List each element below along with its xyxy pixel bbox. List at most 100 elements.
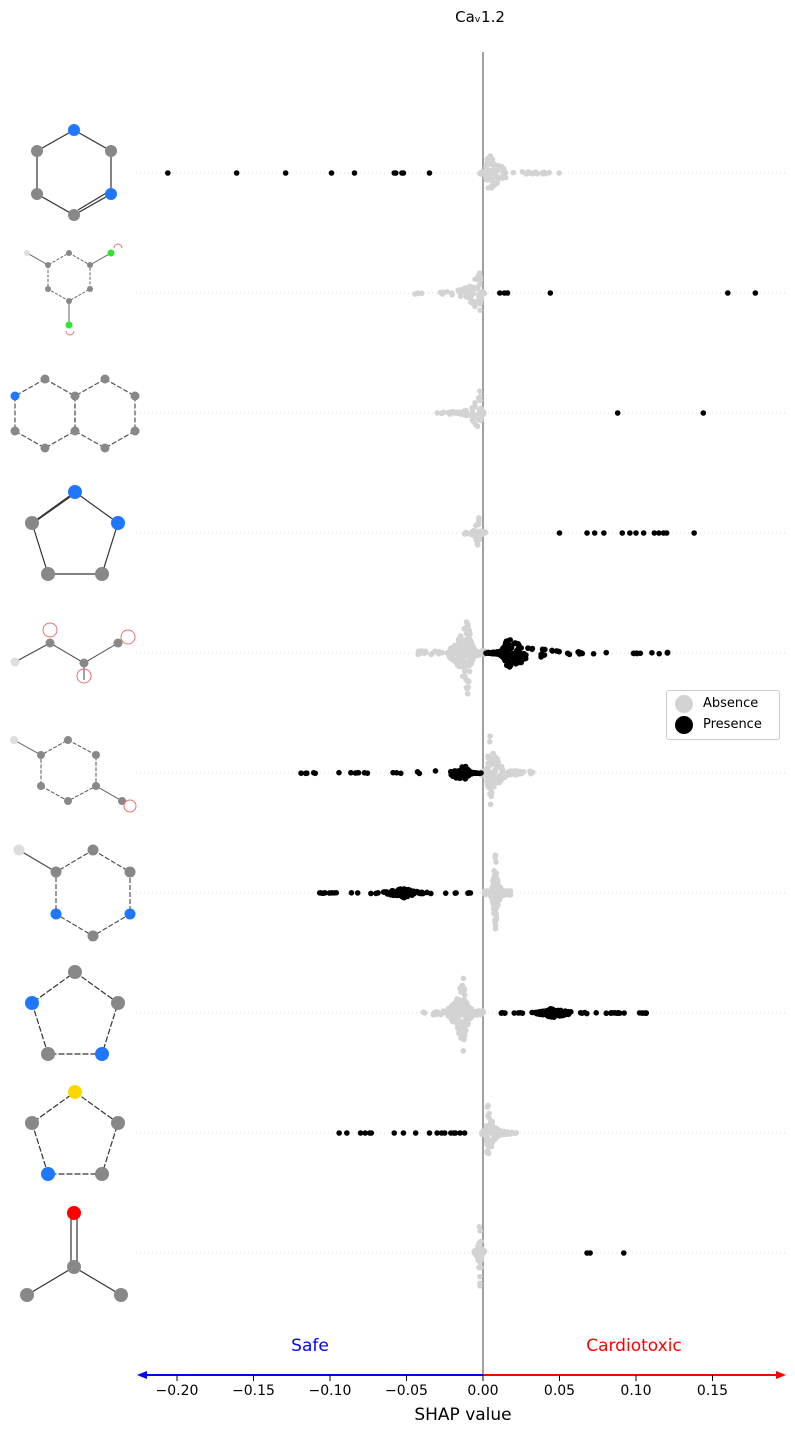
absence-point xyxy=(491,767,498,774)
presence-point xyxy=(375,890,381,896)
absence-point xyxy=(472,399,478,406)
structure-naphthalene-icon xyxy=(10,374,140,453)
absence-points-ketone xyxy=(471,1224,488,1289)
absence-point xyxy=(488,759,495,766)
presence-point xyxy=(467,890,474,896)
absence-point xyxy=(415,290,421,296)
presence-point xyxy=(310,769,317,776)
x-tick-label: 0.15 xyxy=(697,1383,728,1399)
presence-point xyxy=(663,530,670,536)
presence-point xyxy=(485,649,492,656)
presence-point xyxy=(397,770,404,777)
presence-point xyxy=(282,170,289,176)
presence-point xyxy=(643,1010,650,1016)
cardiotoxic-arrowhead xyxy=(776,1371,786,1379)
absence-point xyxy=(546,169,552,176)
absence-point xyxy=(485,780,492,786)
structure-pyrimidine-icon xyxy=(31,124,117,221)
absence-points-halobenzene-substituted xyxy=(412,270,488,313)
presence-point xyxy=(383,889,390,895)
presence-point xyxy=(392,170,399,176)
absence-point xyxy=(459,673,466,680)
presence-point xyxy=(603,649,610,656)
absence-point xyxy=(498,892,504,898)
absence-point xyxy=(459,639,466,646)
absence-point xyxy=(477,298,484,305)
presence-point xyxy=(507,642,514,649)
absence-point xyxy=(493,872,499,879)
absence-point xyxy=(494,763,500,769)
presence-point xyxy=(649,649,655,656)
structure-isothiazole-icon xyxy=(25,1085,125,1181)
absence-point xyxy=(493,877,500,884)
x-tick-label: −0.10 xyxy=(309,1383,352,1399)
absence-point xyxy=(486,739,493,745)
presence-point xyxy=(400,170,407,176)
absence-point xyxy=(466,636,473,642)
presence-point xyxy=(328,170,335,176)
absence-point xyxy=(500,166,507,172)
presence-point xyxy=(336,769,342,776)
presence-point xyxy=(418,890,425,897)
absence-point xyxy=(484,1150,491,1156)
absence-points-substituted-pyrimidine xyxy=(481,852,514,932)
structure-halobenzene-icon xyxy=(24,243,123,336)
structure-alkyl-chain-icon xyxy=(10,622,136,684)
presence-point xyxy=(579,1010,585,1016)
presence-points-halobenzene-substituted xyxy=(497,290,759,296)
absence-point xyxy=(473,537,479,543)
absence-point xyxy=(478,290,485,297)
x-axis-title: SHAP value xyxy=(414,1405,511,1425)
presence-point xyxy=(474,770,480,776)
absence-point xyxy=(534,170,541,177)
presence-points-branched-alkyl xyxy=(483,637,671,670)
structure-pyrazole-icon xyxy=(25,485,125,581)
absence-point xyxy=(487,801,494,808)
absence-point xyxy=(478,411,485,418)
presence-point xyxy=(504,290,511,296)
absence-points-pyrazole xyxy=(461,515,489,548)
presence-point xyxy=(416,770,423,777)
absence-point xyxy=(530,170,536,177)
presence-point xyxy=(414,888,420,895)
absence-point xyxy=(461,992,468,998)
absence-points-naphthalene-like xyxy=(434,388,487,430)
legend: Absence Presence xyxy=(666,690,780,740)
absence-point xyxy=(462,668,468,674)
presence-point xyxy=(725,290,731,296)
presence-point xyxy=(587,1250,593,1256)
absence-point xyxy=(483,1129,490,1136)
presence-points-substituted-pyrimidine xyxy=(316,886,474,901)
presence-point xyxy=(302,770,309,777)
safe-label: Safe xyxy=(291,1336,329,1356)
presence-point xyxy=(457,1130,463,1136)
presence-point xyxy=(453,775,459,781)
presence-point xyxy=(516,646,523,652)
presence-point xyxy=(354,890,361,896)
data-points xyxy=(165,153,759,1289)
absence-point xyxy=(464,649,470,656)
absence-point xyxy=(471,414,478,420)
presence-point xyxy=(503,655,509,662)
absence-point xyxy=(457,1029,464,1035)
absence-point xyxy=(449,290,455,297)
absence-point xyxy=(492,852,499,859)
absence-point xyxy=(487,892,494,898)
x-tick-label: −0.20 xyxy=(156,1383,199,1399)
presence-point xyxy=(620,1250,627,1256)
absence-point xyxy=(496,773,502,780)
legend-label-absence: Absence xyxy=(703,696,759,711)
absence-point xyxy=(447,410,453,417)
absence-point xyxy=(477,1264,484,1271)
absence-point xyxy=(461,1036,467,1043)
presence-point xyxy=(603,1010,610,1017)
x-axis: −0.20 −0.15 −0.10 −0.05 0.00 0.05 0.10 0.15 xyxy=(137,1371,786,1399)
absence-point xyxy=(490,881,497,888)
presence-point xyxy=(501,1010,508,1016)
absence-point xyxy=(505,888,512,895)
presence-point xyxy=(590,650,597,657)
presence-points-naphthalene-like xyxy=(614,410,707,416)
absence-point xyxy=(469,643,476,649)
presence-point xyxy=(441,1130,448,1136)
